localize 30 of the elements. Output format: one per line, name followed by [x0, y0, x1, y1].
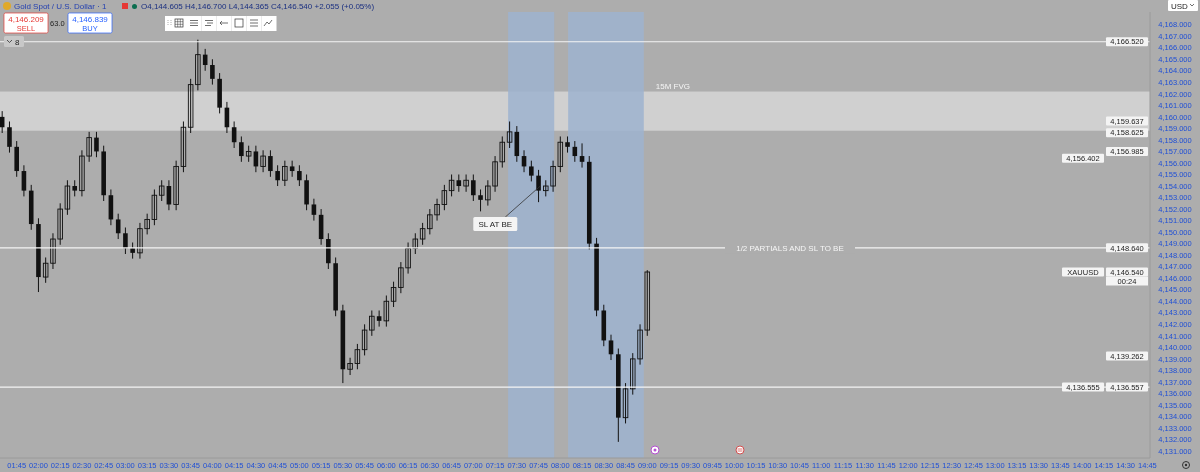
candlestick	[383, 295, 390, 328]
annotation: 8	[15, 38, 20, 47]
candlestick	[282, 160, 288, 187]
candlestick	[123, 227, 128, 255]
candlestick	[622, 382, 629, 424]
band-label: 15M FVG	[655, 81, 690, 91]
annotation: 4,146.209	[8, 15, 45, 24]
annotation: 4,146.839	[72, 15, 109, 24]
candlestick	[115, 213, 121, 240]
candlestick	[529, 160, 534, 182]
candlestick	[311, 198, 317, 222]
candlestick	[478, 188, 483, 212]
candlestick	[210, 58, 215, 86]
annotation: SL AT BE	[478, 220, 513, 230]
candlestick	[260, 149, 266, 173]
text: O4,144.605 H4,146.700 L4,144.365 C4,146.540 +2.055 (+0.05%)	[141, 2, 375, 11]
candlestick	[536, 169, 541, 203]
candlestick	[239, 135, 244, 163]
candlestick	[463, 174, 469, 193]
candlestick	[506, 120, 513, 149]
candlestick	[297, 164, 302, 187]
candlestick	[158, 179, 165, 202]
candlestick	[7, 120, 12, 154]
text: USD	[1171, 1, 1189, 11]
candlestick	[268, 149, 273, 178]
candlestick	[94, 131, 99, 158]
candlestick	[471, 174, 476, 202]
chart-title: Gold Spot / U.S. Dollar · 1	[14, 2, 108, 11]
candlestick	[376, 309, 382, 328]
candlestick	[275, 164, 280, 187]
